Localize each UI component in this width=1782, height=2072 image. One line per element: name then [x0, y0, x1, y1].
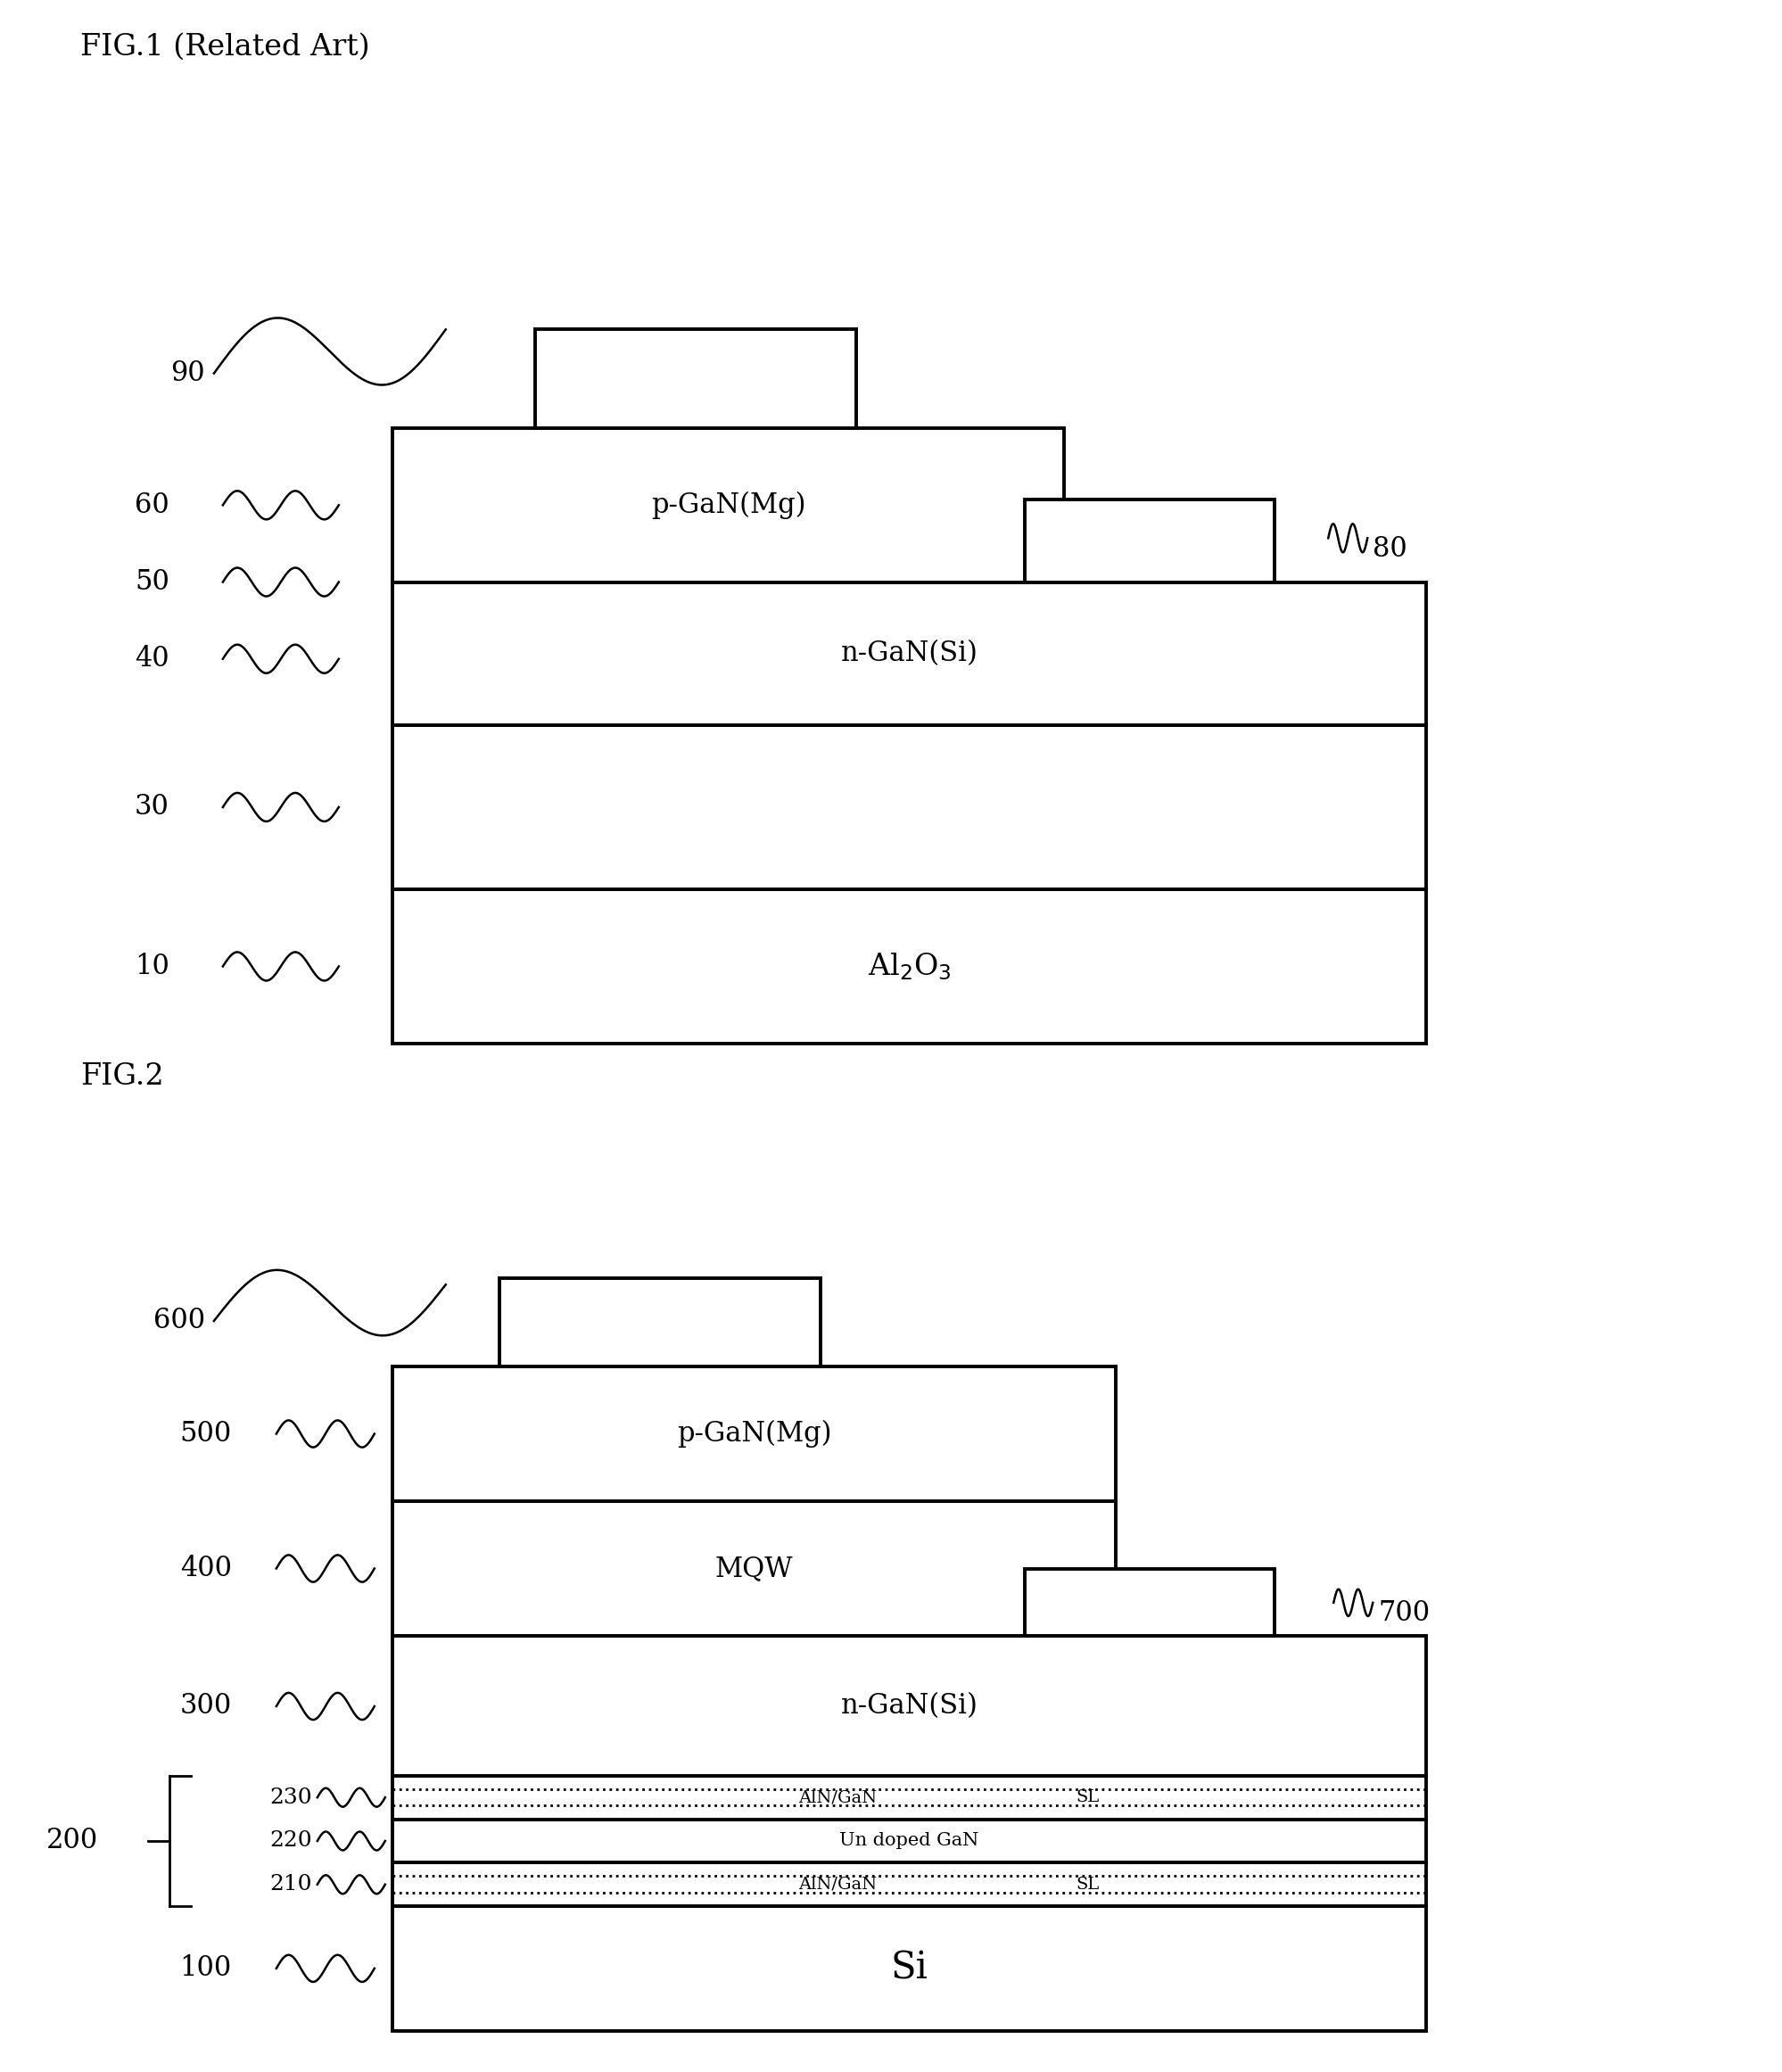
Text: AlN/GaN: AlN/GaN [798, 1790, 877, 1805]
FancyBboxPatch shape [1025, 1569, 1274, 1637]
FancyBboxPatch shape [392, 1368, 1116, 1500]
Text: Un doped GaN: Un doped GaN [839, 1832, 978, 1850]
FancyBboxPatch shape [1025, 499, 1274, 582]
Text: SL: SL [1075, 1790, 1099, 1805]
FancyBboxPatch shape [392, 1863, 1426, 1906]
FancyBboxPatch shape [392, 1819, 1426, 1863]
Text: p-GaN(Mg): p-GaN(Mg) [677, 1419, 830, 1448]
Text: FIG.1 (Related Art): FIG.1 (Related Art) [80, 33, 369, 62]
Text: 500: 500 [180, 1419, 232, 1448]
FancyBboxPatch shape [499, 1278, 820, 1368]
Text: 10: 10 [135, 953, 169, 980]
FancyBboxPatch shape [392, 1906, 1426, 2031]
Text: n-GaN(Si): n-GaN(Si) [841, 640, 977, 667]
Text: MQW: MQW [715, 1554, 793, 1583]
FancyBboxPatch shape [535, 329, 855, 429]
Text: 90: 90 [171, 361, 205, 387]
Text: p-GaN(Mg): p-GaN(Mg) [650, 491, 805, 520]
Text: 230: 230 [269, 1788, 312, 1807]
Text: 100: 100 [180, 1954, 232, 1983]
FancyBboxPatch shape [392, 1500, 1116, 1637]
Text: Si: Si [891, 1950, 927, 1987]
FancyBboxPatch shape [392, 889, 1426, 1044]
Text: SL: SL [1075, 1877, 1099, 1892]
Text: 200: 200 [46, 1828, 98, 1854]
Text: 50: 50 [135, 568, 169, 597]
Text: 220: 220 [269, 1832, 312, 1850]
Text: 400: 400 [180, 1554, 232, 1583]
Text: 210: 210 [269, 1875, 312, 1894]
Text: 600: 600 [153, 1307, 205, 1334]
Text: FIG.2: FIG.2 [80, 1063, 164, 1090]
Text: 30: 30 [135, 794, 169, 821]
Text: AlN/GaN: AlN/GaN [798, 1877, 877, 1892]
Text: 700: 700 [1377, 1600, 1429, 1627]
Text: Al$_2$O$_3$: Al$_2$O$_3$ [868, 951, 950, 982]
FancyBboxPatch shape [392, 725, 1426, 889]
Text: n-GaN(Si): n-GaN(Si) [841, 1693, 977, 1720]
Text: 40: 40 [135, 644, 169, 673]
FancyBboxPatch shape [392, 1776, 1426, 1819]
Text: 80: 80 [1372, 535, 1406, 564]
Text: 300: 300 [180, 1693, 232, 1720]
FancyBboxPatch shape [392, 1637, 1426, 1776]
FancyBboxPatch shape [392, 429, 1064, 582]
FancyBboxPatch shape [392, 582, 1426, 725]
Text: 60: 60 [135, 491, 169, 518]
